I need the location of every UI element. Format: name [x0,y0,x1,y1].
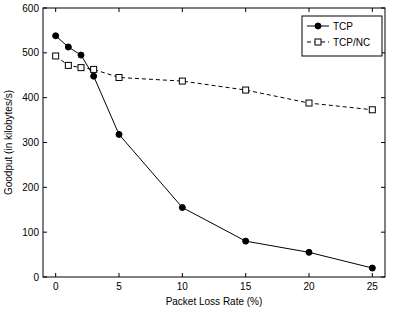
data-point [53,53,59,59]
data-point [243,238,249,244]
series-line [56,36,373,268]
x-tick [182,273,183,277]
data-point [53,33,59,39]
data-point [179,78,185,84]
series-line [56,56,373,110]
x-tick [372,273,373,277]
y-tick [381,277,385,278]
x-tick [55,8,56,12]
y-tick-label: 500 [22,47,39,58]
x-tick [245,8,246,12]
background [0,0,400,314]
x-tick [372,8,373,12]
y-tick [43,277,47,278]
data-point [65,44,71,50]
y-tick [43,187,47,188]
legend: TCP TCP/NC [302,16,382,56]
y-tick [43,52,47,53]
legend-label: TCP/NC [333,37,370,48]
y-tick-label: 100 [22,227,39,238]
y-tick [381,187,385,188]
x-tick-label: 0 [53,281,59,292]
y-tick-label: 400 [22,92,39,103]
data-point [306,100,312,106]
x-tick [309,8,310,12]
x-tick [55,273,56,277]
y-tick [381,97,385,98]
legend-marker [315,39,321,45]
y-axis-title: Goodput (in kilobytes/s) [3,90,14,195]
data-point [179,205,185,211]
data-point [91,66,97,72]
data-point [65,62,71,68]
data-point [116,74,122,80]
y-tick [43,142,47,143]
x-tick [245,273,246,277]
data-point [369,265,375,271]
data-point [369,107,375,113]
y-tick [43,8,47,9]
x-tick-label: 20 [303,281,315,292]
data-point [78,52,84,58]
x-tick [182,8,183,12]
legend-label: TCP [333,21,353,32]
legend-box [302,16,382,56]
x-tick [119,8,120,12]
y-tick [43,97,47,98]
y-tick-label: 200 [22,182,39,193]
y-tick [43,232,47,233]
x-tick-label: 10 [177,281,189,292]
data-point [116,131,122,137]
y-tick [381,142,385,143]
y-tick-label: 600 [22,3,39,14]
y-tick [381,232,385,233]
plot-data [53,33,376,271]
data-point [306,249,312,255]
chart: 0 5 10 15 20 25 0 100 200 300 400 500 600 Packet Loss… [0,0,400,314]
x-axis-title: Packet Loss Rate (%) [166,296,263,307]
legend-marker [315,23,321,29]
x-tick [119,273,120,277]
y-tick-label: 0 [33,272,39,283]
data-point [243,87,249,93]
x-tick [309,273,310,277]
x-tick-label: 5 [116,281,122,292]
y-tick-label: 300 [22,137,39,148]
x-tick-label: 15 [240,281,252,292]
data-point [78,65,84,71]
plot-frame [43,8,385,277]
data-point [91,73,97,79]
y-tick [381,8,385,9]
x-tick-label: 25 [367,281,379,292]
